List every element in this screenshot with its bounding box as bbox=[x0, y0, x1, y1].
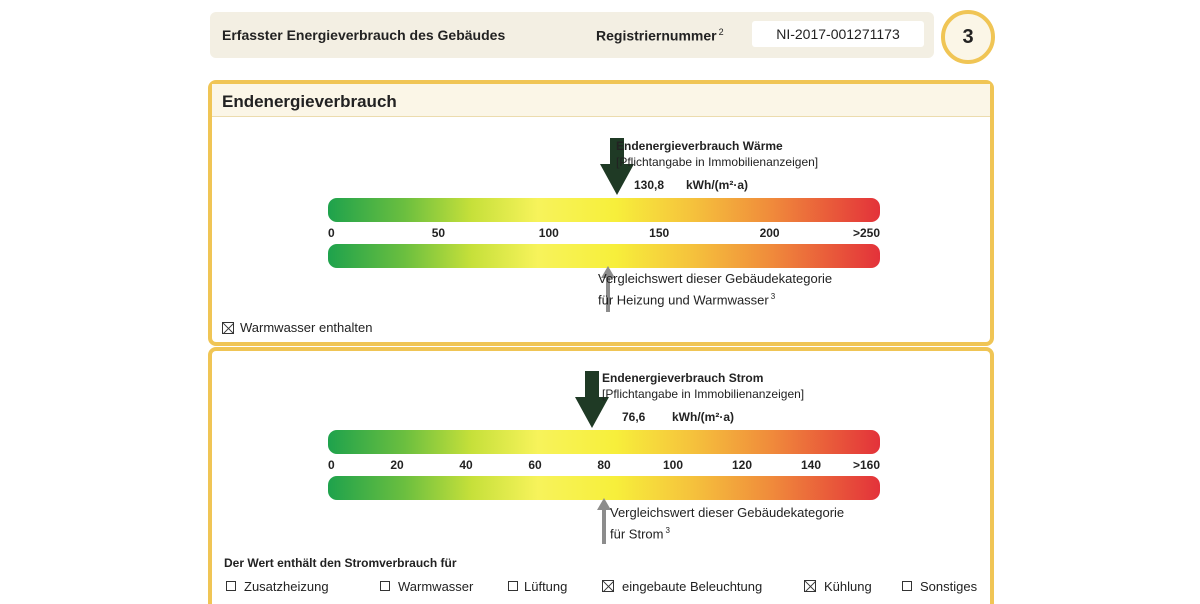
power-includes-label: Sonstiges bbox=[920, 579, 978, 594]
heat-consumption-panel: Endenergieverbrauch Endenergieverbrauch … bbox=[208, 80, 994, 346]
heat-scale-tick-label: 50 bbox=[431, 226, 446, 240]
power-includes-heading: Der Wert enthält den Stromverbrauch für bbox=[224, 556, 457, 570]
heat-value-arrow-icon bbox=[599, 138, 634, 195]
power-comparison-label: Vergleichswert dieser Gebäudekategorie f… bbox=[610, 504, 844, 543]
power-scale-tick-label: 20 bbox=[390, 458, 404, 472]
heat-scale-tick-label: 100 bbox=[538, 226, 559, 240]
power-scale-bar-bottom bbox=[328, 476, 880, 500]
heat-indicator-subtitle: [Pflichtangabe in Immobilienanzeigen] bbox=[616, 155, 819, 169]
heat-indicator-unit: kWh/(m²·a) bbox=[686, 178, 748, 192]
heat-comparison-arrow-icon bbox=[601, 266, 616, 312]
hot-water-included-label: Warmwasser enthalten bbox=[240, 320, 373, 335]
power-scale-tick-label: 40 bbox=[459, 458, 473, 472]
power-scale-tick-label: 0 bbox=[328, 458, 335, 472]
registration-label: Registriernummer 2 bbox=[596, 27, 724, 44]
power-scale-tick-label: 100 bbox=[662, 458, 684, 472]
power-indicator-unit: kWh/(m²·a) bbox=[672, 410, 734, 424]
registration-footnote: 2 bbox=[718, 27, 724, 37]
heat-scale-tick-label: 0 bbox=[328, 226, 335, 240]
power-scale-tick-label: 60 bbox=[528, 458, 542, 472]
power-comparison-footnote: 3 bbox=[665, 526, 670, 535]
power-scale-tick-label: >160 bbox=[852, 458, 880, 472]
power-includes-checkbox[interactable] bbox=[508, 581, 518, 591]
power-scale-tick-label: 140 bbox=[800, 458, 822, 472]
power-comparison-line2: für Strom bbox=[610, 526, 664, 542]
power-includes-label: Warmwasser bbox=[398, 579, 474, 594]
heat-scale-tick-label: 200 bbox=[759, 226, 780, 240]
heat-scale-bar-top bbox=[328, 198, 880, 222]
power-value-arrow-icon bbox=[575, 371, 610, 428]
power-indicator-title: Endenergieverbrauch Strom bbox=[602, 371, 764, 385]
power-scale-tick-label: 120 bbox=[731, 458, 753, 472]
power-includes-label: Zusatzheizung bbox=[244, 579, 329, 594]
panel-heading-bar: Endenergieverbrauch bbox=[212, 84, 990, 117]
panel-heading: Endenergieverbrauch bbox=[222, 92, 397, 111]
heat-indicator-title: Endenergieverbrauch Wärme bbox=[616, 139, 783, 153]
registration-label-text: Registriernummer bbox=[596, 27, 717, 44]
hot-water-included-checkbox[interactable] bbox=[222, 322, 234, 334]
power-consumption-panel: Endenergieverbrauch Strom [Pflichtangabe… bbox=[208, 347, 994, 604]
heat-scale-bar-bottom bbox=[328, 244, 880, 268]
power-includes-label: Kühlung bbox=[824, 579, 872, 594]
heat-scale-tick-label: >250 bbox=[852, 226, 880, 240]
power-includes-checkbox[interactable] bbox=[902, 581, 912, 591]
power-comparison-arrow-icon bbox=[597, 498, 611, 544]
heat-comparison-line1: Vergleichswert dieser Gebäudekategorie bbox=[598, 271, 833, 286]
heat-indicator-value: 130,8 bbox=[634, 178, 665, 192]
heat-comparison-label: Vergleichswert dieser Gebäudekategorie f… bbox=[598, 270, 832, 309]
heat-scale-tick-label: 150 bbox=[649, 226, 670, 240]
heat-comparison-line2-row: für Heizung und Warmwasser 3 bbox=[598, 288, 832, 309]
power-includes-checkbox[interactable] bbox=[804, 580, 816, 592]
power-indicator-value: 76,6 bbox=[622, 410, 646, 424]
power-includes-checkbox[interactable] bbox=[380, 581, 390, 591]
power-scale-tick-label: 80 bbox=[597, 458, 611, 472]
power-scale-bar-top bbox=[328, 430, 880, 454]
power-comparison-line1: Vergleichswert dieser Gebäudekategorie bbox=[610, 505, 845, 520]
document-title: Erfasster Energieverbrauch des Gebäudes bbox=[222, 27, 506, 43]
power-includes-label: Lüftung bbox=[524, 579, 568, 594]
document-header: Erfasster Energieverbrauch des Gebäudes … bbox=[210, 12, 934, 58]
power-comparison-line2-row: für Strom 3 bbox=[610, 522, 844, 543]
heat-comparison-footnote: 3 bbox=[770, 292, 776, 301]
power-indicator-subtitle: [Pflichtangabe in Immobilienanzeigen] bbox=[602, 387, 805, 401]
page-number-badge: 3 bbox=[941, 10, 995, 64]
registration-number: NI-2017-001271173 bbox=[752, 21, 924, 47]
power-includes-checkbox[interactable] bbox=[226, 581, 236, 591]
power-includes-label: eingebaute Beleuchtung bbox=[622, 579, 763, 594]
power-scale-ticks: 0 20 40 60 80 100 120 140 >160 bbox=[328, 458, 880, 476]
heat-comparison-line2: für Heizung und Warmwasser bbox=[598, 292, 769, 308]
power-includes-checkbox[interactable] bbox=[602, 580, 614, 592]
heat-scale-ticks: 0 50 100 150 200 >250 bbox=[328, 226, 880, 244]
